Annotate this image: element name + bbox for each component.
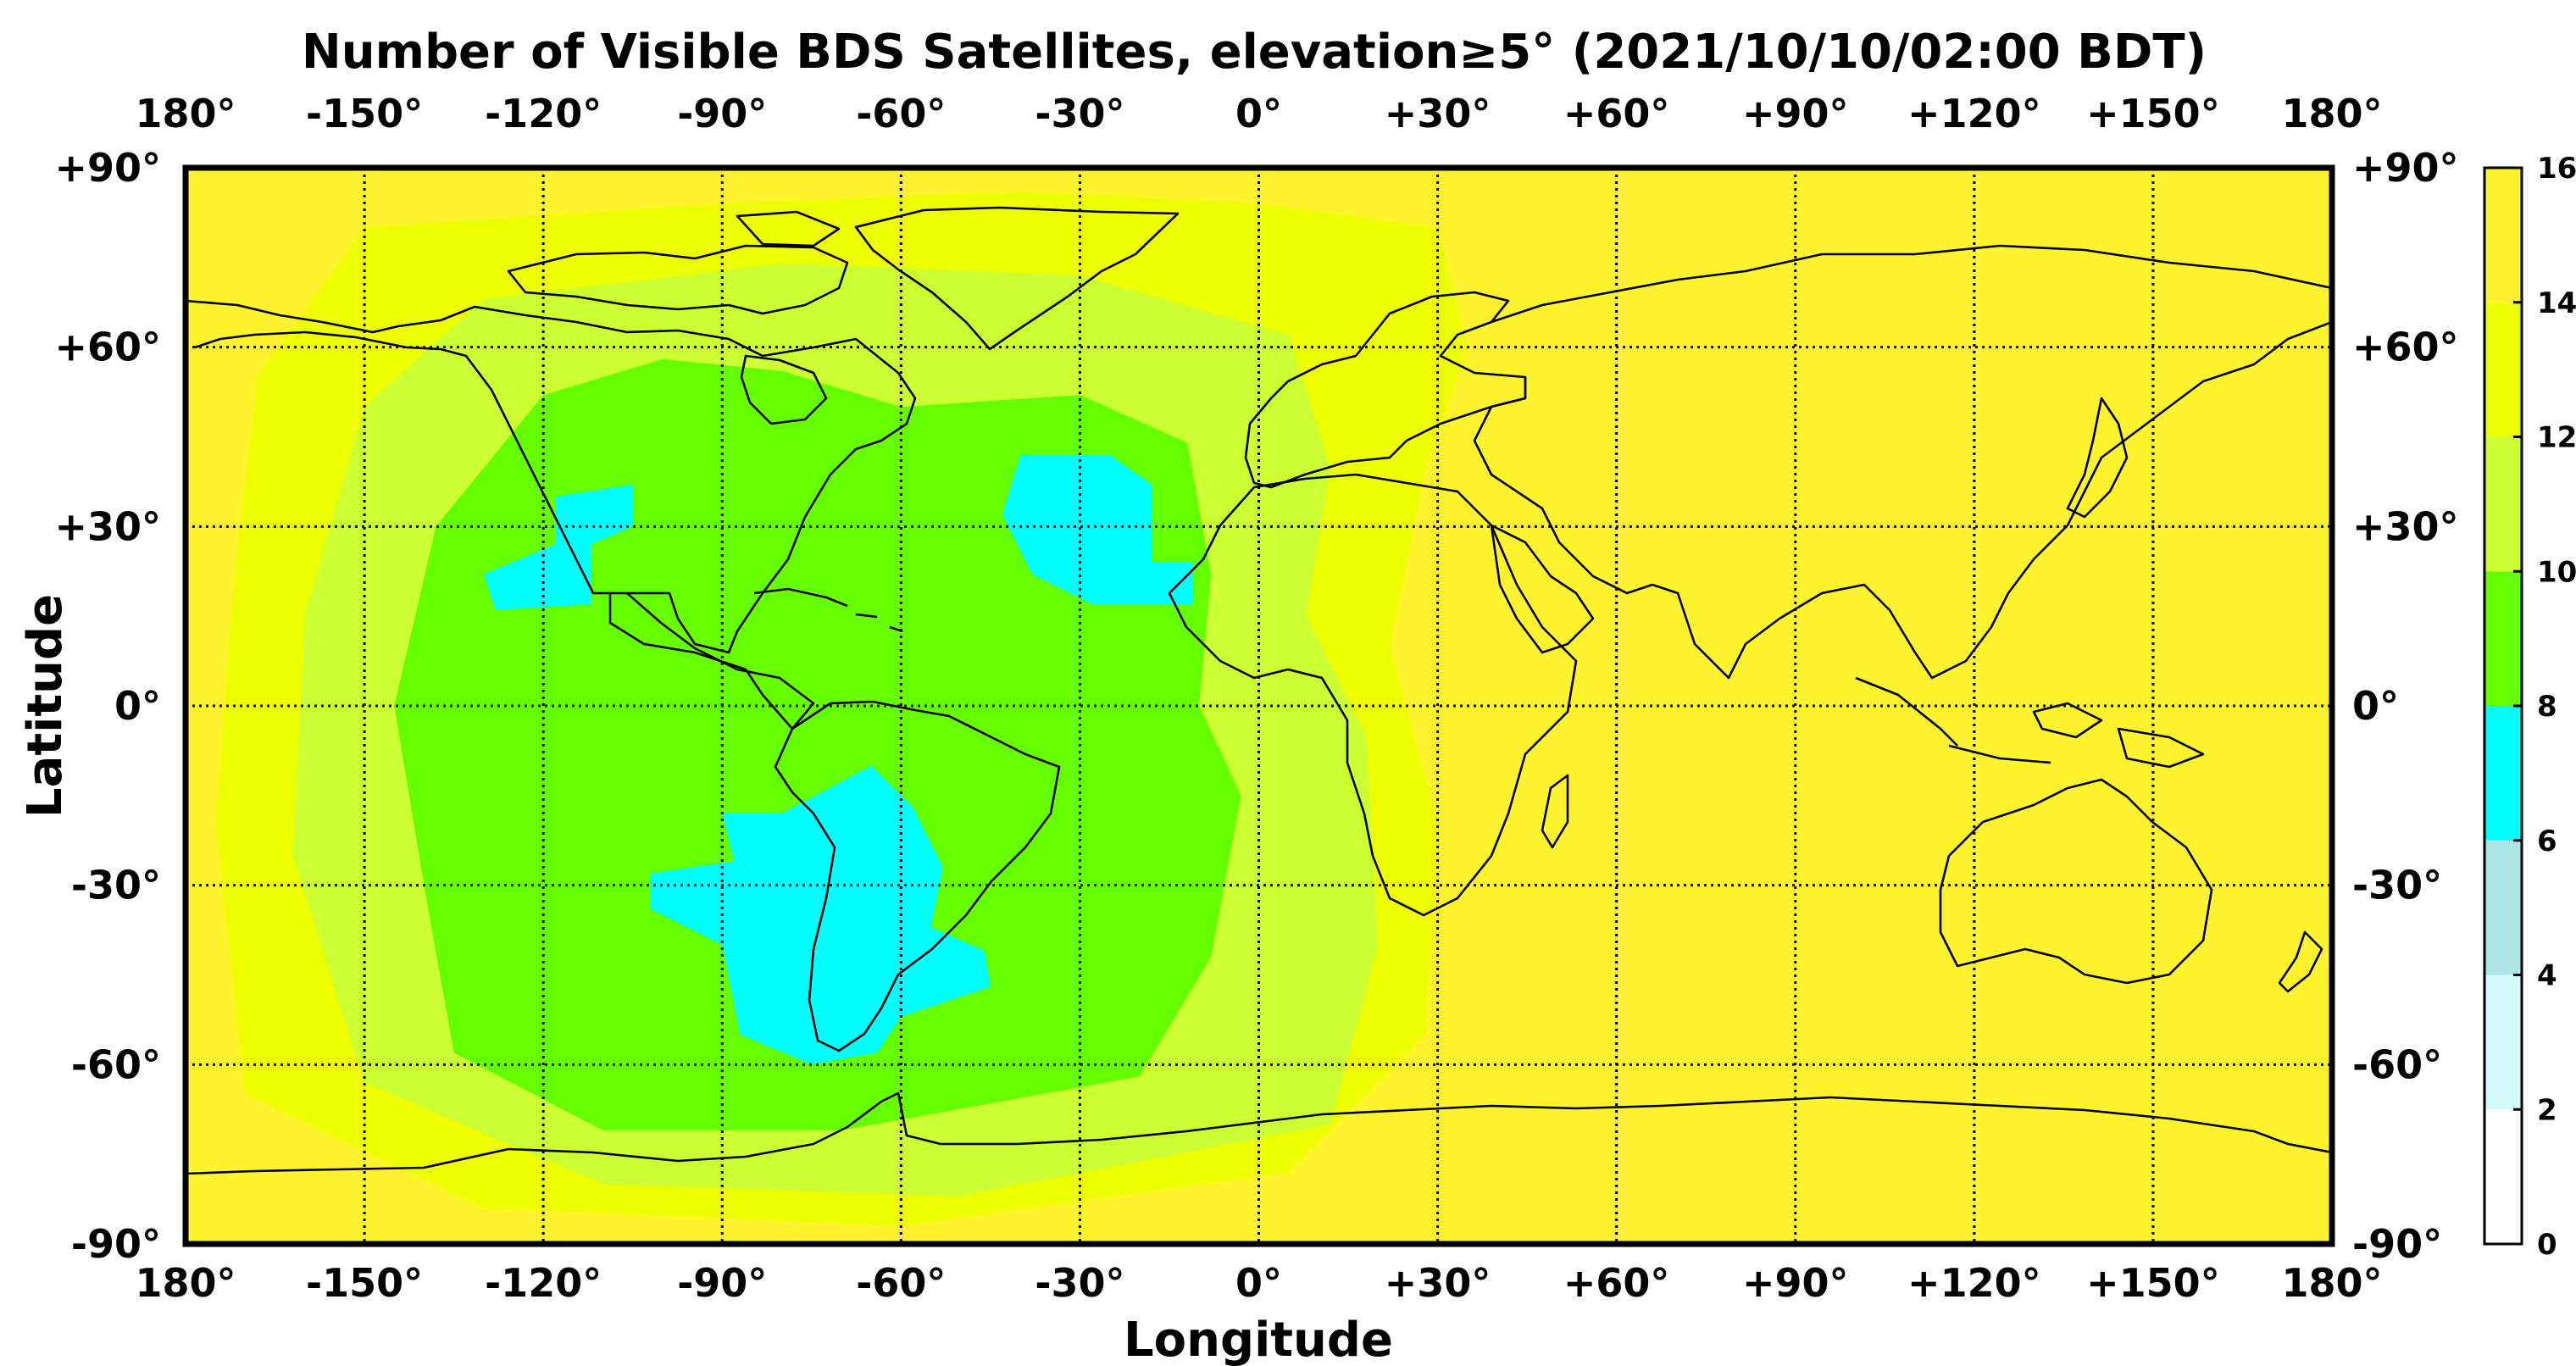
region-cyan-north-pacific bbox=[483, 484, 633, 611]
lon-tick-label: +30° bbox=[1385, 1260, 1491, 1306]
lon-tick-label: +120° bbox=[1907, 91, 2041, 136]
lon-tick-label: +120° bbox=[1907, 1260, 2041, 1306]
colorbar-bin bbox=[2484, 168, 2522, 303]
lat-tick-label: -30° bbox=[71, 863, 161, 908]
colorbar-tick-label: 8 bbox=[2537, 690, 2557, 724]
greenland-coastline bbox=[854, 206, 1180, 351]
canadian-arctic-islands bbox=[507, 210, 849, 315]
europe-coastline bbox=[1244, 291, 1527, 489]
axis-tick-labels: 180° 180° -150° -150° -120° -120° -90° -90° -60°… bbox=[54, 91, 2458, 1306]
north-america-coastline bbox=[186, 299, 917, 730]
colorbar-tick-label: 6 bbox=[2537, 825, 2557, 858]
lat-tick-label: +90° bbox=[2352, 145, 2459, 191]
lat-tick-label: -60° bbox=[71, 1041, 161, 1087]
colorbar-tick-label: 16 bbox=[2537, 152, 2576, 186]
colorbar-bin bbox=[2484, 1109, 2522, 1244]
colorbar-bin bbox=[2484, 840, 2522, 975]
lat-tick-label: +60° bbox=[54, 325, 161, 370]
lat-tick-label: 0° bbox=[2352, 683, 2399, 729]
map-frame bbox=[182, 164, 2335, 1247]
lon-tick-label: -30° bbox=[1035, 1260, 1124, 1306]
lon-tick-label: 0° bbox=[1235, 91, 1282, 136]
lon-tick-label: +60° bbox=[1563, 1260, 1670, 1306]
colorbar-tick-label: 12 bbox=[2537, 421, 2576, 455]
x-axis-label: Longitude bbox=[1124, 1313, 1393, 1366]
y-axis-label: Latitude bbox=[18, 594, 73, 818]
lat-tick-label: -90° bbox=[71, 1221, 161, 1267]
lon-tick-label: -120° bbox=[485, 91, 602, 136]
australia-coastline bbox=[1939, 778, 2213, 985]
asia-coastline bbox=[1473, 244, 2332, 680]
colorbar-bin bbox=[2484, 436, 2522, 572]
africa-coastline bbox=[1168, 473, 1578, 917]
lon-tick-label: 0° bbox=[1235, 1260, 1282, 1306]
colorbar-tick-label: 10 bbox=[2537, 555, 2576, 589]
madagascar bbox=[1541, 774, 1569, 849]
colorbar: 0 2 4 6 8 10 12 14 16 bbox=[2483, 152, 2576, 1262]
figure-title: Number of Visible BDS Satellites, elevat… bbox=[302, 25, 2207, 80]
region-cyan-south-america bbox=[650, 765, 991, 1065]
new-zealand bbox=[2278, 930, 2323, 993]
lat-tick-label: +90° bbox=[54, 145, 161, 191]
south-america-coastline bbox=[774, 700, 1061, 1052]
lat-tick-label: +30° bbox=[54, 503, 161, 549]
region-cyan-north-atlantic bbox=[1002, 454, 1194, 605]
map-panel bbox=[186, 168, 2332, 1244]
lat-tick-label: +60° bbox=[2352, 325, 2459, 370]
hudson-bay bbox=[740, 354, 828, 425]
lon-tick-label: 180° bbox=[2281, 91, 2382, 136]
lon-tick-label: -150° bbox=[306, 1260, 423, 1306]
lon-tick-label: +150° bbox=[2086, 91, 2220, 136]
lon-tick-label: +60° bbox=[1563, 91, 1670, 136]
lat-tick-label: 0° bbox=[114, 683, 161, 729]
colorbar-bin bbox=[2484, 302, 2522, 437]
lon-tick-label: +90° bbox=[1742, 1260, 1849, 1306]
colorbar-tick-label: 0 bbox=[2537, 1228, 2557, 1262]
graticule bbox=[186, 168, 2332, 1244]
arabian-peninsula bbox=[1490, 524, 1595, 654]
lon-tick-label: +150° bbox=[2086, 1260, 2220, 1306]
lon-tick-label: -60° bbox=[856, 1260, 946, 1306]
lon-tick-label: +30° bbox=[1385, 91, 1491, 136]
colorbar-bin bbox=[2484, 571, 2522, 706]
lon-tick-label: -90° bbox=[677, 91, 767, 136]
lon-tick-label: -30° bbox=[1035, 91, 1124, 136]
lon-tick-label: 180° bbox=[2281, 1260, 2382, 1306]
lon-tick-label: -150° bbox=[306, 91, 423, 136]
lon-tick-label: -120° bbox=[485, 1260, 602, 1306]
southeast-asia-islands bbox=[1855, 676, 2205, 769]
lon-tick-label: +90° bbox=[1742, 91, 1849, 136]
lon-tick-label: 180° bbox=[135, 1260, 236, 1306]
lat-tick-label: -30° bbox=[2352, 863, 2442, 908]
lat-tick-label: +30° bbox=[2352, 503, 2459, 549]
colorbar-bin bbox=[2484, 975, 2522, 1110]
colorbar-tick-label: 14 bbox=[2537, 286, 2576, 320]
lat-tick-label: -90° bbox=[2352, 1221, 2442, 1267]
lon-tick-label: 180° bbox=[135, 91, 236, 136]
colorbar-tick-label: 4 bbox=[2537, 959, 2557, 993]
coastlines bbox=[186, 206, 2332, 1175]
colorbar-tick-label: 2 bbox=[2537, 1093, 2557, 1127]
lon-tick-label: -90° bbox=[677, 1260, 767, 1306]
lon-tick-label: -60° bbox=[856, 91, 946, 136]
antarctica-coastline bbox=[186, 1091, 2332, 1175]
japan-coastline bbox=[2066, 397, 2129, 519]
lat-tick-label: -60° bbox=[2352, 1041, 2442, 1087]
colorbar-bin bbox=[2484, 706, 2522, 841]
